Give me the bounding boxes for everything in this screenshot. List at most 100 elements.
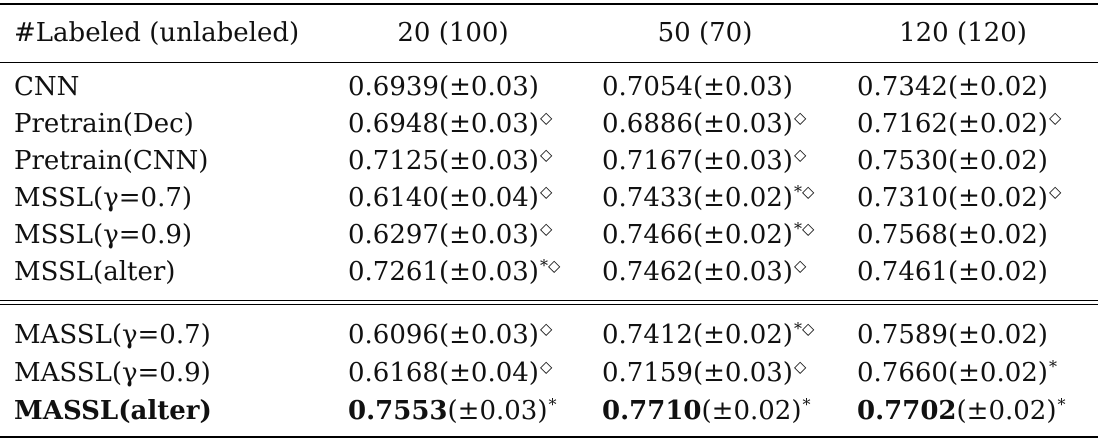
cell-value: 0.6140 — [348, 183, 439, 213]
table-cell: 0.7162(±0.02)◇ — [857, 107, 1061, 141]
cell-value: 0.6939 — [348, 72, 439, 102]
significance-mark: *◇ — [793, 219, 815, 238]
significance-mark: ◇ — [539, 108, 553, 127]
significance-mark: ◇ — [539, 319, 553, 338]
significance-mark: *◇ — [539, 256, 561, 275]
cell-std: (±0.03) — [692, 109, 793, 139]
row-label: MSSL(γ=0.7) — [14, 183, 193, 213]
cell-std: (±0.02) — [947, 320, 1048, 350]
table-cell: 0.7412(±0.02)*◇ — [602, 318, 814, 352]
group-rule-upper — [0, 300, 1098, 301]
table-cell: 0.7568(±0.02) — [857, 218, 1048, 252]
row-label: MASSL(γ=0.9) — [14, 358, 211, 388]
cell-std: (±0.03) — [447, 396, 548, 426]
table-cell: 0.6939(±0.03) — [348, 70, 539, 104]
table-cell: 0.7167(±0.03)◇ — [602, 144, 806, 178]
header-col-120: 120 (120) — [899, 18, 1027, 48]
cell-value: 0.7466 — [602, 220, 693, 250]
cell-std: (±0.02) — [956, 396, 1057, 426]
cell-value: 0.7553 — [348, 396, 448, 426]
table-cell: 0.7553(±0.03)* — [348, 394, 556, 428]
table-cell: 0.7433(±0.02)*◇ — [602, 181, 814, 215]
cell-value: 0.6297 — [348, 220, 439, 250]
cell-value: 0.7710 — [602, 396, 702, 426]
cell-value: 0.7167 — [602, 146, 693, 176]
cell-std: (±0.04) — [438, 358, 539, 388]
row-label: MSSL(alter) — [14, 257, 176, 287]
table-cell: 0.6140(±0.04)◇ — [348, 181, 552, 215]
significance-mark: * — [802, 395, 811, 414]
cell-std: (±0.02) — [947, 183, 1048, 213]
row-label: MASSL(γ=0.7) — [14, 320, 211, 350]
table-cell: 0.7660(±0.02)* — [857, 356, 1057, 390]
table-cell: 0.6886(±0.03)◇ — [602, 107, 806, 141]
cell-std: (±0.03) — [438, 72, 539, 102]
table-cell: 0.7054(±0.03) — [602, 70, 793, 104]
cell-value: 0.7568 — [857, 220, 948, 250]
table-cell: 0.6168(±0.04)◇ — [348, 356, 552, 390]
significance-mark: ◇ — [539, 357, 553, 376]
cell-value: 0.6948 — [348, 109, 439, 139]
cell-value: 0.7054 — [602, 72, 693, 102]
cell-value: 0.7342 — [857, 72, 948, 102]
significance-mark: ◇ — [1048, 108, 1062, 127]
significance-mark: ◇ — [1048, 182, 1062, 201]
row-label: Pretrain(CNN) — [14, 146, 209, 176]
table-cell: 0.7159(±0.03)◇ — [602, 356, 806, 390]
table-cell: 0.6948(±0.03)◇ — [348, 107, 552, 141]
cell-value: 0.7310 — [857, 183, 948, 213]
cell-value: 0.6168 — [348, 358, 439, 388]
cell-std: (±0.02) — [947, 220, 1048, 250]
significance-mark: ◇ — [793, 108, 807, 127]
significance-mark: * — [1048, 357, 1057, 376]
cell-value: 0.6886 — [602, 109, 693, 139]
cell-std: (±0.02) — [692, 220, 793, 250]
group-rule-lower — [0, 304, 1098, 305]
table-cell: 0.7702(±0.02)* — [857, 394, 1065, 428]
significance-mark: ◇ — [539, 182, 553, 201]
significance-mark: ◇ — [793, 145, 807, 164]
top-rule — [0, 3, 1098, 5]
cell-value: 0.7125 — [348, 146, 439, 176]
bottom-rule — [0, 436, 1098, 438]
cell-std: (±0.03) — [692, 146, 793, 176]
cell-std: (±0.02) — [692, 320, 793, 350]
cell-std: (±0.03) — [438, 220, 539, 250]
cell-std: (±0.03) — [692, 358, 793, 388]
cell-value: 0.7159 — [602, 358, 693, 388]
header-rule — [0, 62, 1098, 63]
cell-std: (±0.02) — [947, 109, 1048, 139]
cell-value: 0.7462 — [602, 257, 693, 287]
cell-std: (±0.03) — [438, 109, 539, 139]
header-col-50: 50 (70) — [657, 18, 753, 48]
significance-mark: * — [1057, 395, 1066, 414]
row-label: Pretrain(Dec) — [14, 109, 194, 139]
significance-mark: ◇ — [793, 256, 807, 275]
table-cell: 0.7530(±0.02) — [857, 144, 1048, 178]
cell-std: (±0.02) — [947, 72, 1048, 102]
table-cell: 0.7125(±0.03)◇ — [348, 144, 552, 178]
significance-mark: * — [548, 395, 557, 414]
cell-value: 0.7589 — [857, 320, 948, 350]
cell-value: 0.7530 — [857, 146, 948, 176]
cell-std: (±0.02) — [947, 146, 1048, 176]
cell-value: 0.7261 — [348, 257, 439, 287]
row-label: CNN — [14, 72, 80, 102]
significance-mark: ◇ — [539, 145, 553, 164]
cell-std: (±0.02) — [701, 396, 802, 426]
cell-std: (±0.03) — [692, 72, 793, 102]
table-cell: 0.7589(±0.02) — [857, 318, 1048, 352]
cell-value: 0.7461 — [857, 257, 948, 287]
table-cell: 0.7261(±0.03)*◇ — [348, 255, 560, 289]
table-cell: 0.7466(±0.02)*◇ — [602, 218, 814, 252]
cell-std: (±0.02) — [947, 358, 1048, 388]
cell-std: (±0.03) — [438, 257, 539, 287]
header-label: #Labeled (unlabeled) — [14, 18, 300, 48]
cell-std: (±0.03) — [438, 146, 539, 176]
cell-std: (±0.02) — [947, 257, 1048, 287]
table-cell: 0.6297(±0.03)◇ — [348, 218, 552, 252]
table-cell: 0.7310(±0.02)◇ — [857, 181, 1061, 215]
row-label: MASSL(alter) — [14, 396, 212, 426]
cell-std: (±0.04) — [438, 183, 539, 213]
